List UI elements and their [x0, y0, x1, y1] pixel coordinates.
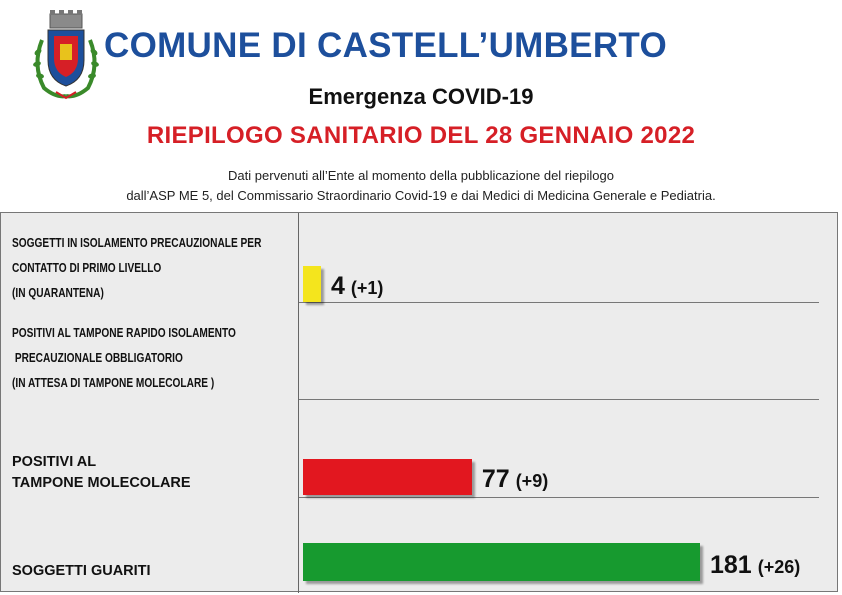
category-label-molecular-positive: POSITIVI AL TAMPONE MOLECOLARE — [12, 454, 191, 491]
emergency-subtitle: Emergenza COVID-19 — [308, 84, 534, 109]
category-label-rapid-test: POSITIVI AL TAMPONE RAPIDO ISOLAMENTO PR… — [12, 325, 236, 390]
row-baseline — [299, 497, 819, 498]
municipality-title: COMUNE DI CASTELL’UMBERTO — [104, 26, 667, 65]
category-label-quarantine: SOGGETTI IN ISOLAMENTO PRECAUZIONALE PER… — [12, 235, 262, 300]
bar-quarantine — [303, 266, 321, 302]
bar-recovered — [303, 543, 700, 581]
bar-molecular-positive — [303, 459, 472, 495]
category-label-recovered: SOGGETTI GUARITI — [12, 563, 151, 579]
coat-of-arms-icon — [33, 10, 99, 100]
chart-panel: SOGGETTI IN ISOLAMENTO PRECAUZIONALE PER… — [0, 212, 838, 593]
source-note-line-1: Dati pervenuti all’Ente al momento della… — [228, 168, 614, 183]
value-label-quarantine: 4 (+1) — [331, 272, 384, 300]
row-baseline — [299, 399, 819, 400]
value-label-molecular-positive: 77 (+9) — [481, 465, 549, 493]
report-title: RIEPILOGO SANITARIO DEL 28 GENNAIO 2022 — [146, 122, 696, 149]
value-label-recovered: 181 (+26) — [710, 551, 801, 579]
chart-divider — [298, 213, 299, 593]
source-note-line-2: dall’ASP ME 5, del Commissario Straordin… — [126, 188, 716, 203]
row-baseline — [299, 302, 819, 303]
